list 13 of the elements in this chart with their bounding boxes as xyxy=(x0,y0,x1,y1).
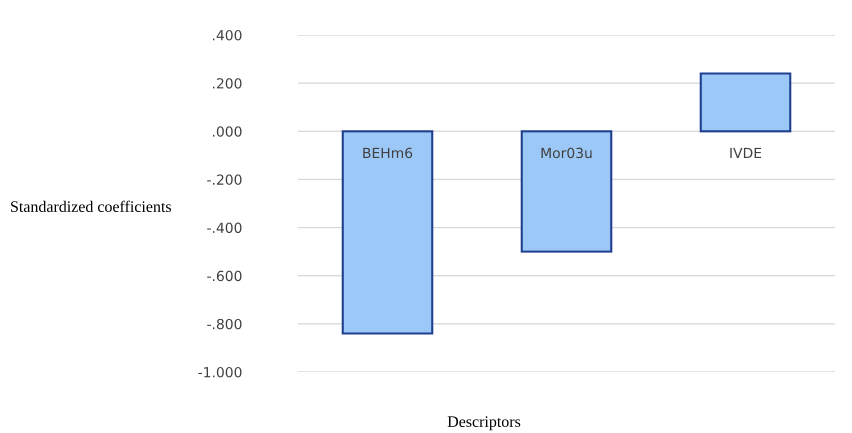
y-tick-label: -.400 xyxy=(207,222,242,234)
y-tick-label: -.200 xyxy=(207,174,242,185)
x-tick-label: BEHm6 xyxy=(363,148,412,158)
y-tick-label: -.600 xyxy=(207,270,242,282)
y-tick-label: .200 xyxy=(213,78,242,89)
y-axis-title: Standardized coefficients xyxy=(11,200,172,212)
y-tick-label: .400 xyxy=(213,30,242,40)
y-tick-label: -1.000 xyxy=(198,366,242,378)
x-axis-title: Descriptors xyxy=(448,416,520,430)
x-tick-label: Mor03u xyxy=(542,148,592,158)
x-tick-label: IVDE xyxy=(730,148,762,158)
y-tick-label: -.800 xyxy=(207,318,242,330)
y-tick-label: .000 xyxy=(213,126,242,137)
